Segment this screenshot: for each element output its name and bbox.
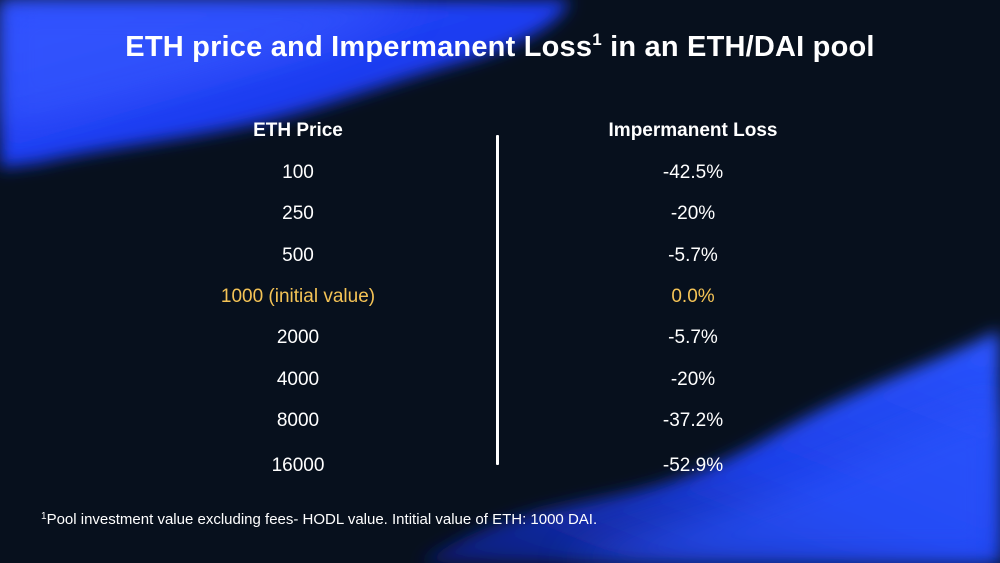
slide-title: ETH price and Impermanent Loss1 in an ET… [0,30,1000,64]
eth-price-cell: 8000 [276,410,320,431]
eth-price-header: ETH Price [253,120,343,141]
impermanent-loss-cell: 0.0% [671,286,715,307]
impermanent-loss-cell: -5.7% [668,245,718,266]
footnote-text: Pool investment value excluding fees- HO… [46,511,598,528]
eth-price-cell: 4000 [276,369,320,390]
eth-price-cell: 500 [282,245,314,266]
impermanent-loss-cell: -42.5% [662,162,724,183]
impermanent-loss-cell: -37.2% [662,410,724,431]
column-divider [496,135,499,465]
eth-price-cell: 1000 (initial value) [220,286,376,307]
impermanent-loss-cell: -5.7% [668,327,718,348]
impermanent-loss-cell: -52.9% [662,455,724,476]
impermanent-loss-cell: -20% [670,203,716,224]
impermanent-loss-header: Impermanent Loss [608,120,778,141]
eth-price-cell: 100 [282,162,314,183]
title-suffix: in an ETH/DAI pool [601,31,875,63]
impermanent-loss-cell: -20% [670,369,716,390]
footnote: 1Pool investment value excluding fees- H… [41,511,597,528]
footnote-marker: 1 [41,511,47,522]
title-main: ETH price and Impermanent Loss [125,31,593,63]
eth-price-cell: 2000 [276,327,320,348]
eth-price-cell: 16000 [271,455,325,476]
title-footnote-marker: 1 [592,30,602,49]
eth-price-cell: 250 [282,203,314,224]
